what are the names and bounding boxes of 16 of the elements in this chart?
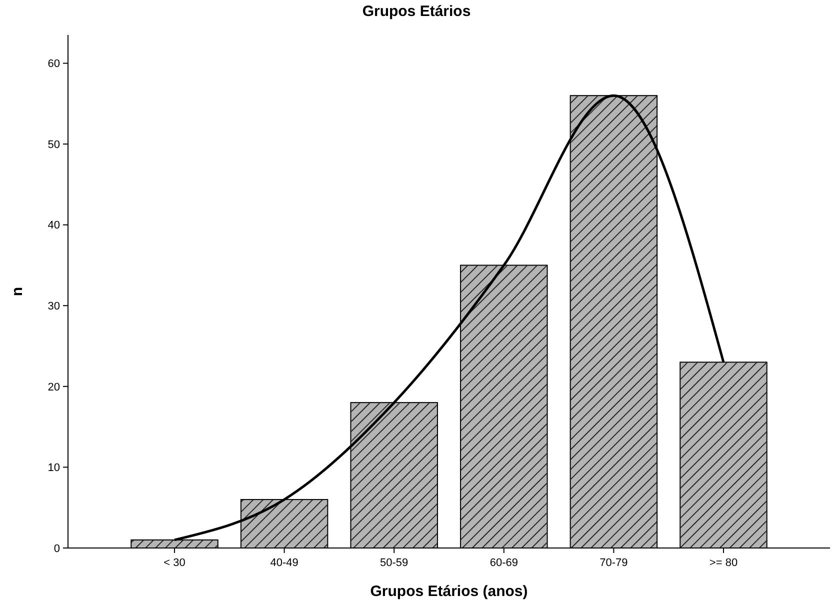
chart-title: Grupos Etários <box>362 3 471 20</box>
y-tick-label: 0 <box>54 542 60 555</box>
y-tick-label: 20 <box>48 381 60 394</box>
y-tick-label: 50 <box>48 138 60 151</box>
y-tick-label: 30 <box>48 300 60 312</box>
y-tick-label: 40 <box>48 220 60 232</box>
x-tick-label: 60-69 <box>490 557 518 569</box>
x-tick-label: 70-79 <box>600 557 628 569</box>
x-tick-label: < 30 <box>164 557 186 569</box>
x-tick-label: 50-59 <box>380 557 408 569</box>
x-axis-title: Grupos Etários (anos) <box>370 583 528 600</box>
x-tick-label: >= 80 <box>709 557 738 569</box>
y-axis-title: n <box>9 286 26 296</box>
y-tick-label: 60 <box>48 58 60 70</box>
x-tick-label: 40-49 <box>270 557 298 569</box>
y-tick-label: 10 <box>48 462 60 474</box>
